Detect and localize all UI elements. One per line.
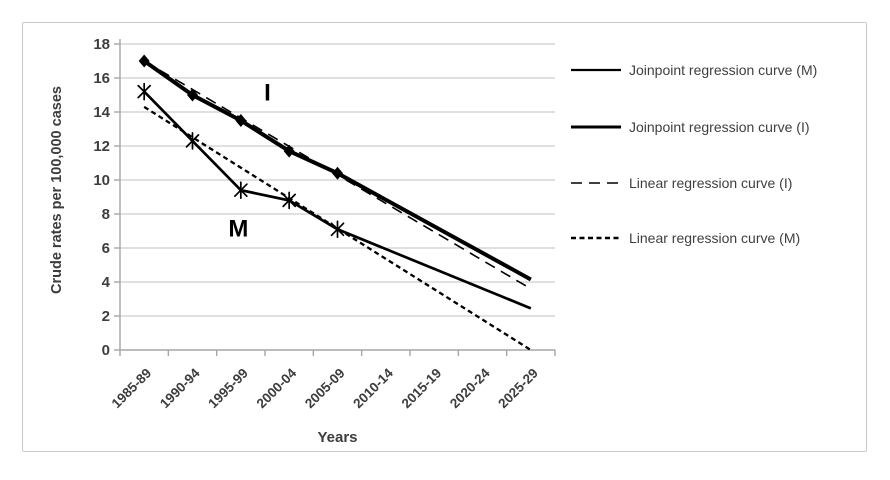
x-tick-label: 2000-04 (254, 365, 300, 411)
y-tick-label: 4 (102, 274, 111, 291)
x-tick-label: 2005-09 (302, 366, 348, 412)
legend: Joinpoint regression curve (M) Joinpoint… (570, 0, 870, 300)
y-tick-label: 8 (102, 206, 110, 223)
legend-label: Linear regression curve (M) (629, 230, 801, 246)
legend-item-joinpoint-i: Joinpoint regression curve (I) (570, 118, 810, 136)
legend-item-linear-i: Linear regression curve (I) (570, 174, 792, 192)
legend-line-sample-long-dash (571, 182, 621, 184)
marker-asterisk-icon (330, 222, 345, 237)
marker-asterisk-icon (185, 134, 200, 148)
marker-diamond-icon (283, 144, 295, 158)
legend-label: Joinpoint regression curve (M) (629, 62, 818, 78)
series-label-i: I (264, 80, 271, 107)
legend-item-joinpoint-m: Joinpoint regression curve (M) (570, 61, 817, 79)
marker-diamond-icon (138, 54, 150, 68)
legend-label: Linear regression curve (I) (629, 175, 793, 191)
legend-line-sample-solid (571, 125, 621, 129)
axis-tick-labels: 0 2 4 6 8 10 12 14 16 18 1985-89 1990-94 1995-99 2000… (93, 36, 541, 411)
x-tick-label: 2015-19 (399, 366, 445, 412)
series-line-joinpoint-m (143, 90, 532, 310)
x-tick-label: 2020-24 (447, 365, 493, 411)
legend-item-linear-m: Linear regression curve (M) (570, 229, 800, 247)
y-tick-label: 16 (93, 70, 110, 87)
y-tick-label: 6 (102, 240, 110, 257)
x-tick-label: 2010-14 (350, 365, 396, 411)
x-tick-label: 1990-94 (157, 365, 203, 411)
marker-diamond-icon (235, 114, 247, 127)
chart-border (22, 22, 867, 452)
x-tick-label: 2025-29 (495, 366, 541, 412)
marker-asterisk-icon (137, 84, 152, 99)
x-tick-label: 1995-99 (205, 366, 251, 412)
legend-line-sample-short-dash (571, 236, 621, 240)
legend-line-sample-solid (571, 68, 621, 72)
legend-label: Joinpoint regression curve (I) (629, 119, 810, 135)
y-axis-title: Crude rates per 100,000 cases (49, 86, 65, 294)
y-tick-label: 2 (102, 308, 110, 325)
series-line-joinpoint-i (143, 59, 532, 282)
y-tick-label: 14 (93, 104, 110, 121)
series-lines (143, 59, 532, 351)
marker-asterisk-icon (282, 193, 297, 208)
y-tick-label: 0 (102, 342, 110, 359)
gridlines (120, 43, 555, 317)
series-annotations: IM (228, 80, 270, 243)
x-tick-label: 1985-89 (109, 366, 155, 412)
marker-asterisk-icon (233, 183, 248, 198)
series-label-m: M (228, 216, 248, 243)
series-markers (137, 54, 345, 239)
x-axis-title: Years (317, 429, 358, 446)
marker-diamond-icon (187, 88, 198, 102)
y-tick-label: 10 (93, 172, 110, 189)
axes (114, 39, 556, 356)
marker-diamond-icon (332, 166, 343, 180)
y-tick-label: 12 (93, 138, 110, 155)
y-tick-label: 18 (93, 36, 110, 53)
